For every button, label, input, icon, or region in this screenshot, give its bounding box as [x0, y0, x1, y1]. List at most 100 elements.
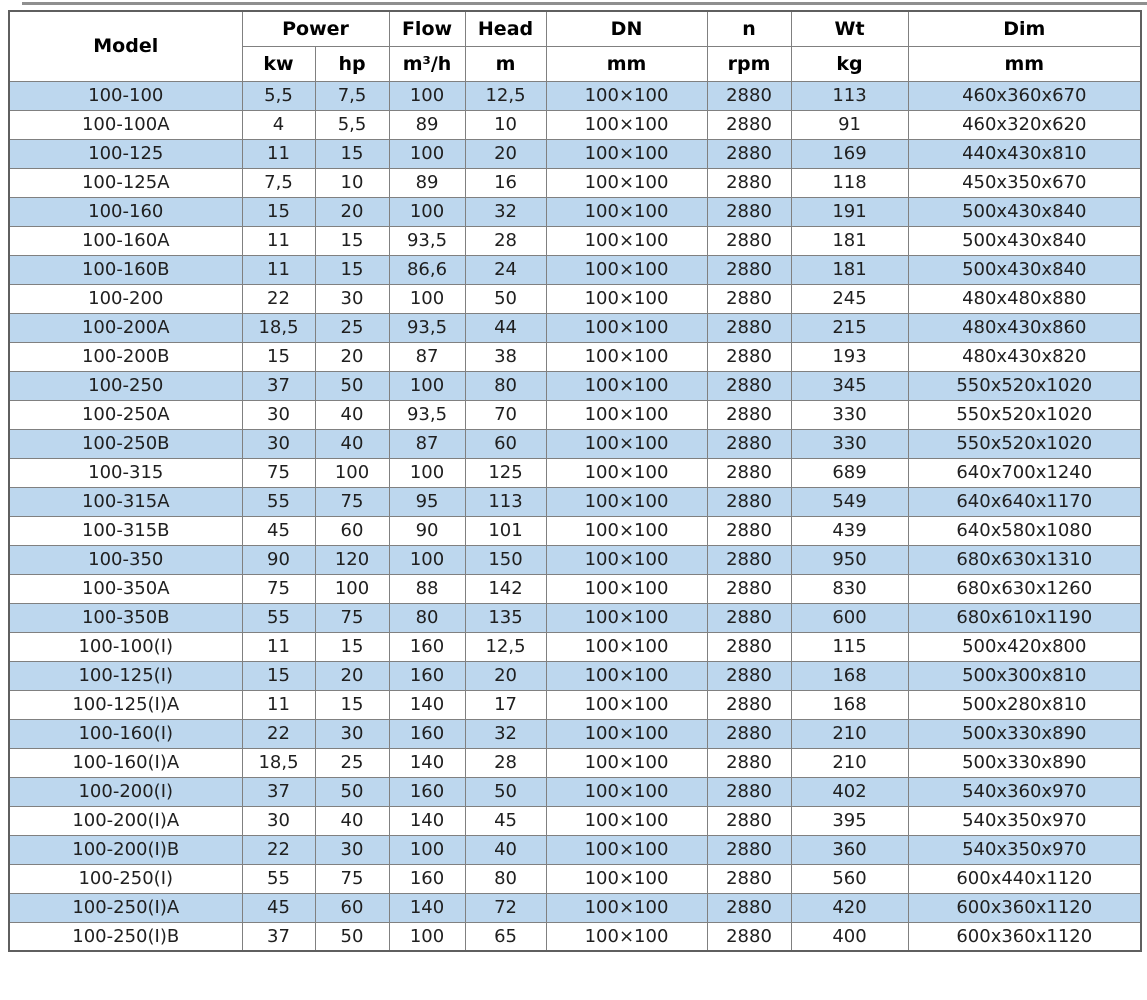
- cell-n: 2880: [706, 718, 792, 749]
- cell-dn: 100×100: [545, 892, 708, 923]
- cell-power-kw: 11: [241, 225, 316, 256]
- cell-wt: 210: [790, 747, 909, 778]
- cell-model: 100-125: [8, 138, 243, 169]
- unit-header-kg: kg: [790, 45, 909, 82]
- column-header-flow: Flow: [388, 10, 466, 47]
- cell-dn: 100×100: [545, 399, 708, 430]
- cell-power-hp: 10: [314, 167, 390, 198]
- cell-flow: 80: [388, 602, 466, 633]
- cell-flow: 160: [388, 776, 466, 807]
- cell-dn: 100×100: [545, 457, 708, 488]
- cell-wt: 181: [790, 225, 909, 256]
- cell-n: 2880: [706, 138, 792, 169]
- cell-wt: 402: [790, 776, 909, 807]
- cell-head: 20: [464, 138, 547, 169]
- table-row: 100-250 37 50 100 80 100×100 2880 345 550x520x10…: [8, 370, 1142, 401]
- cell-dim: 600x440x1120: [907, 863, 1142, 894]
- cell-n: 2880: [706, 834, 792, 865]
- cell-dn: 100×100: [545, 834, 708, 865]
- cell-power-hp: 15: [314, 689, 390, 720]
- cell-model: 100-200(I): [8, 776, 243, 807]
- table-row: 100-250(I) 55 75 160 80 100×100 2880 560 600x440…: [8, 863, 1142, 894]
- cell-dn: 100×100: [545, 225, 708, 256]
- cell-power-kw: 15: [241, 660, 316, 691]
- cell-wt: 330: [790, 428, 909, 459]
- cell-head: 44: [464, 312, 547, 343]
- table-row: 100-200(I)B 22 30 100 40 100×100 2880 360 540x35…: [8, 834, 1142, 865]
- cell-power-kw: 4: [241, 109, 316, 140]
- cell-flow: 87: [388, 428, 466, 459]
- table-row: 100-250A 30 40 93,5 70 100×100 2880 330 550x520x…: [8, 399, 1142, 430]
- table-row: 100-315B 45 60 90 101 100×100 2880 439 640x580x1…: [8, 515, 1142, 546]
- cell-wt: 245: [790, 283, 909, 314]
- cell-dn: 100×100: [545, 341, 708, 372]
- cell-dn: 100×100: [545, 747, 708, 778]
- cell-wt: 560: [790, 863, 909, 894]
- cell-n: 2880: [706, 399, 792, 430]
- table-row: 100-350A 75 100 88 142 100×100 2880 830 680x630x…: [8, 573, 1142, 604]
- cell-head: 50: [464, 776, 547, 807]
- cell-flow: 100: [388, 283, 466, 314]
- cell-dim: 550x520x1020: [907, 370, 1142, 401]
- cell-power-kw: 18,5: [241, 747, 316, 778]
- cell-power-hp: 20: [314, 660, 390, 691]
- cell-power-kw: 30: [241, 428, 316, 459]
- cell-n: 2880: [706, 892, 792, 923]
- cell-n: 2880: [706, 631, 792, 662]
- cell-head: 16: [464, 167, 547, 198]
- cell-model: 100-250: [8, 370, 243, 401]
- cell-dn: 100×100: [545, 631, 708, 662]
- cell-flow: 100: [388, 921, 466, 952]
- cell-dn: 100×100: [545, 573, 708, 604]
- table-row: 100-125(I) 15 20 160 20 100×100 2880 168 500x300…: [8, 660, 1142, 691]
- cell-model: 100-315B: [8, 515, 243, 546]
- cell-power-kw: 75: [241, 457, 316, 488]
- cell-dim: 640x640x1170: [907, 486, 1142, 517]
- cell-dn: 100×100: [545, 660, 708, 691]
- cell-dim: 500x330x890: [907, 747, 1142, 778]
- cell-dn: 100×100: [545, 544, 708, 575]
- cell-power-hp: 40: [314, 399, 390, 430]
- unit-header-hp: hp: [314, 45, 390, 82]
- cell-power-kw: 5,5: [241, 80, 316, 111]
- cell-flow: 160: [388, 631, 466, 662]
- cell-power-hp: 25: [314, 747, 390, 778]
- cell-head: 135: [464, 602, 547, 633]
- table-row: 100-250(I)B 37 50 100 65 100×100 2880 400 600x36…: [8, 921, 1142, 952]
- table-row: 100-315A 55 75 95 113 100×100 2880 549 640x640x1…: [8, 486, 1142, 517]
- table-row: 100-315 75 100 100 125 100×100 2880 689 640x700x…: [8, 457, 1142, 488]
- cell-dn: 100×100: [545, 428, 708, 459]
- cell-wt: 549: [790, 486, 909, 517]
- cell-dn: 100×100: [545, 196, 708, 227]
- cell-head: 65: [464, 921, 547, 952]
- cell-flow: 95: [388, 486, 466, 517]
- cell-wt: 395: [790, 805, 909, 836]
- cell-model: 100-200A: [8, 312, 243, 343]
- table-row: 100-160 15 20 100 32 100×100 2880 191 500x430x84…: [8, 196, 1142, 227]
- cell-model: 100-250(I)B: [8, 921, 243, 952]
- cell-wt: 181: [790, 254, 909, 285]
- unit-header-m: m: [464, 45, 547, 82]
- cell-power-hp: 20: [314, 196, 390, 227]
- cell-dim: 680x610x1190: [907, 602, 1142, 633]
- cell-flow: 160: [388, 863, 466, 894]
- cell-wt: 830: [790, 573, 909, 604]
- cell-flow: 89: [388, 167, 466, 198]
- cell-head: 80: [464, 863, 547, 894]
- cell-model: 100-160(I)A: [8, 747, 243, 778]
- cell-power-hp: 60: [314, 515, 390, 546]
- cell-power-hp: 50: [314, 776, 390, 807]
- cell-power-kw: 55: [241, 863, 316, 894]
- cell-dim: 540x350x970: [907, 834, 1142, 865]
- unit-header-m3h: m³/h: [388, 45, 466, 82]
- cell-dim: 640x700x1240: [907, 457, 1142, 488]
- cell-power-kw: 11: [241, 631, 316, 662]
- cell-power-hp: 60: [314, 892, 390, 923]
- cell-head: 72: [464, 892, 547, 923]
- cell-wt: 115: [790, 631, 909, 662]
- cell-power-hp: 120: [314, 544, 390, 575]
- cell-flow: 87: [388, 341, 466, 372]
- cell-model: 100-250(I): [8, 863, 243, 894]
- pump-spec-table-container: Model Power Flow Head DN n Wt Dim kw hp …: [8, 10, 1143, 952]
- cell-wt: 168: [790, 689, 909, 720]
